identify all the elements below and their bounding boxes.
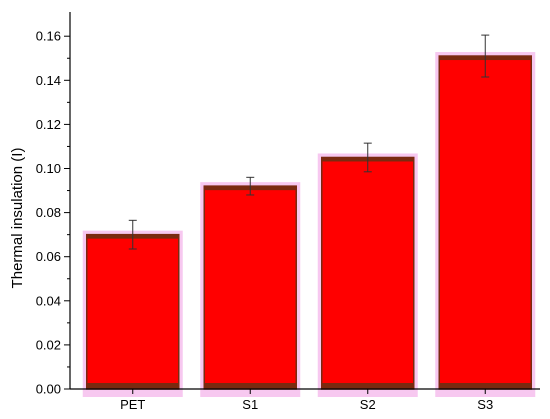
bar-bottom-band-s3 [439,383,532,389]
x-tick-label: PET [120,397,145,412]
axes [69,12,540,390]
x-tick-label: S1 [242,397,258,412]
bar-bottom-band-s2 [321,383,414,389]
y-tick-label: 0.04 [36,293,61,308]
y-tick-label: 0.14 [36,73,61,88]
bar-s1 [203,185,297,390]
bars [86,55,532,390]
y-tick-label: 0.10 [36,161,61,176]
bar-s3 [438,55,532,390]
y-axis-title: Thermal insulation (I) [9,148,26,289]
y-tick-label: 0.00 [36,382,61,397]
y-tick-label: 0.08 [36,205,61,220]
y-tick-label: 0.06 [36,249,61,264]
bar-s2 [321,156,415,390]
x-ticks: PET S1 S2 S3 [120,389,493,412]
bar-pet [86,233,180,390]
y-tick-label: 0.12 [36,117,61,132]
y-tick-label: 0.16 [36,29,61,44]
error-bars [128,34,490,250]
x-tick-label: S2 [360,397,376,412]
x-tick-label: S3 [477,397,493,412]
bar-bottom-band-s1 [204,383,297,389]
bar-bottom-band-pet [86,383,179,389]
y-ticks: 0.00 0.02 0.04 0.06 0.08 0.10 0.12 0.14 0.16 [36,29,70,397]
y-tick-label: 0.02 [36,337,61,352]
